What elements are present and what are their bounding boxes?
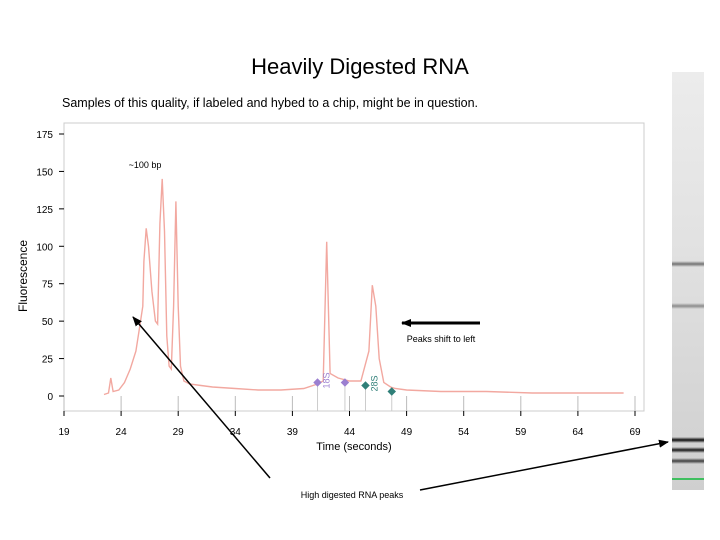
- marker-point: [340, 378, 350, 387]
- gel-marker-line: [672, 478, 704, 480]
- y-tick-label: 150: [36, 167, 53, 178]
- x-axis: 19 24 29 34 39 44 49 54 59 64 69: [58, 396, 641, 438]
- x-tick-label: 54: [458, 427, 470, 438]
- y-tick-label: 25: [42, 355, 54, 366]
- marker-point: [313, 378, 322, 387]
- slide-subtitle: Samples of this quality, if labeled and …: [62, 96, 478, 110]
- x-tick-label: 19: [58, 427, 70, 438]
- x-tick-label: 39: [287, 427, 299, 438]
- marker-point: [387, 387, 396, 396]
- x-axis-label: Time (seconds): [316, 441, 391, 453]
- marker-label: 18S: [322, 373, 332, 389]
- y-tick-label: 50: [42, 317, 54, 328]
- shift-annotation: Peaks shift to left: [407, 334, 476, 344]
- x-tick-label: 29: [173, 427, 185, 438]
- gel-band: [672, 447, 704, 454]
- y-tick-label: 100: [36, 242, 53, 253]
- x-tick-label: 49: [401, 427, 413, 438]
- digested-arrow-left: [132, 316, 271, 479]
- plot-frame: [63, 122, 645, 412]
- x-tick-label: 64: [572, 427, 584, 438]
- size-annotation: ~100 bp: [129, 160, 162, 170]
- y-axis-label: Fluorescence: [16, 240, 30, 312]
- y-tick-label: 0: [47, 392, 53, 403]
- digested-annotation: High digested RNA peaks: [301, 490, 404, 500]
- gel-band: [672, 457, 704, 464]
- gel-band: [672, 303, 704, 310]
- x-tick-label: 69: [629, 427, 641, 438]
- y-tick-label: 125: [36, 205, 53, 216]
- y-tick-label: 175: [36, 130, 53, 141]
- gel-band: [672, 261, 704, 268]
- x-tick-label: 34: [230, 427, 242, 438]
- x-tick-label: 44: [344, 427, 356, 438]
- gel-lane-image: [672, 72, 704, 490]
- slide-title: Heavily Digested RNA: [251, 54, 469, 79]
- ladder-markers: 18S 28S: [313, 373, 396, 411]
- digested-arrow-right: [419, 439, 669, 491]
- fluorescence-trace: [103, 178, 624, 396]
- gel-band: [672, 436, 704, 443]
- marker-label: 28S: [369, 376, 379, 392]
- y-axis: 0 25 50 75 100 125 150 175: [36, 130, 64, 403]
- marker-point: [361, 381, 370, 390]
- y-tick-label: 75: [42, 280, 54, 291]
- x-tick-label: 59: [515, 427, 527, 438]
- x-tick-label: 24: [116, 427, 128, 438]
